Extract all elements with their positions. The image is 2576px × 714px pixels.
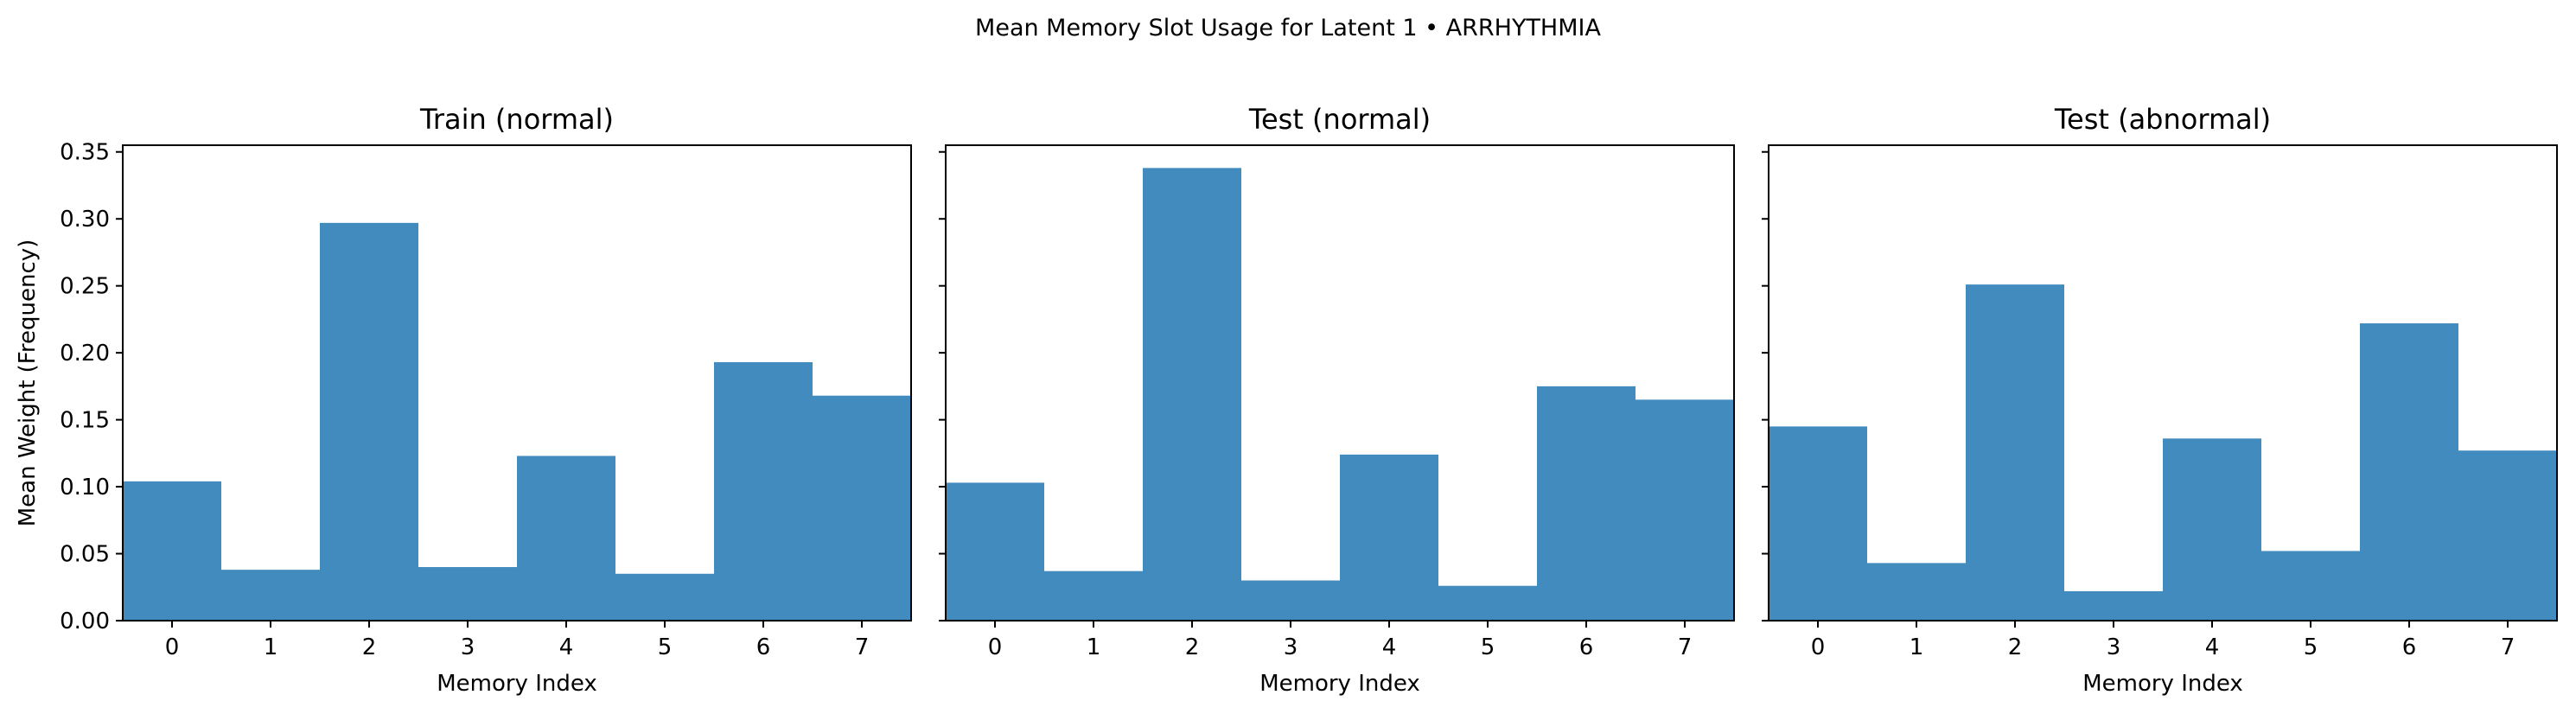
plot-frame [122, 144, 912, 622]
x-tick-label: 2 [2008, 634, 2023, 660]
y-tick-label: 0.10 [60, 475, 110, 500]
x-tick-label: 5 [658, 634, 673, 660]
bar-1 [1044, 571, 1143, 621]
subplot-title: Test (abnormal) [2054, 103, 2271, 136]
figure-suptitle: Mean Memory Slot Usage for Latent 1 • AR… [975, 15, 1601, 41]
x-tick-label: 4 [2205, 634, 2220, 660]
y-tick-label: 0.20 [60, 341, 110, 367]
bar-3 [418, 567, 517, 621]
x-axis-label: Memory Index [1259, 671, 1420, 697]
bar-0 [123, 481, 221, 621]
x-tick-label: 0 [165, 634, 180, 660]
y-tick-label: 0.00 [60, 609, 110, 634]
bar-7 [1636, 399, 1734, 621]
y-axis-label: Mean Weight (Frequency) [15, 239, 41, 527]
x-tick-label: 2 [1185, 634, 1200, 660]
x-tick-label: 3 [2107, 634, 2121, 660]
bar-2 [1966, 284, 2064, 621]
bar-5 [2261, 551, 2360, 621]
bar-6 [714, 361, 813, 621]
x-tick-label: 7 [1678, 634, 1693, 660]
x-tick-label: 0 [1811, 634, 1826, 660]
x-tick-label: 7 [855, 634, 870, 660]
subplot-title: Test (normal) [1248, 103, 1431, 136]
x-tick-label: 5 [2304, 634, 2318, 660]
x-tick-label: 1 [1087, 634, 1101, 660]
x-tick-label: 5 [1481, 634, 1495, 660]
y-tick-label: 0.05 [60, 542, 110, 568]
bar-4 [2163, 438, 2261, 621]
x-tick-label: 3 [461, 634, 475, 660]
bar-7 [813, 395, 911, 621]
x-tick-label: 0 [988, 634, 1003, 660]
x-tick-label: 7 [2501, 634, 2515, 660]
x-tick-label: 1 [264, 634, 278, 660]
y-tick-label: 0.35 [60, 140, 110, 166]
bar-6 [1537, 386, 1636, 621]
bar-4 [517, 456, 615, 621]
y-tick-label: 0.15 [60, 408, 110, 434]
bar-3 [1241, 580, 1340, 621]
subplot-title: Train (normal) [419, 103, 614, 136]
y-tick-label: 0.25 [60, 274, 110, 300]
x-tick-label: 3 [1284, 634, 1298, 660]
bar-4 [1340, 454, 1438, 621]
x-axis-label: Memory Index [2082, 671, 2243, 697]
x-tick-label: 4 [559, 634, 574, 660]
bar-0 [1769, 426, 1867, 621]
plot-frame [945, 144, 1735, 622]
bar-7 [2458, 450, 2557, 621]
x-tick-label: 6 [1579, 634, 1594, 660]
bar-2 [1143, 168, 1241, 622]
x-tick-label: 4 [1382, 634, 1397, 660]
bar-2 [320, 222, 418, 621]
plot-frame [1768, 144, 2558, 622]
x-tick-label: 6 [756, 634, 771, 660]
bar-3 [2064, 590, 2163, 621]
bar-5 [615, 573, 714, 621]
bar-6 [2360, 323, 2458, 621]
bar-1 [221, 570, 320, 621]
bar-0 [946, 482, 1044, 621]
x-tick-label: 2 [362, 634, 377, 660]
bar-1 [1867, 563, 1966, 621]
bar-5 [1438, 585, 1537, 621]
y-tick-label: 0.30 [60, 207, 110, 233]
x-tick-label: 6 [2402, 634, 2417, 660]
x-axis-label: Memory Index [437, 671, 597, 697]
x-tick-label: 1 [1910, 634, 1924, 660]
